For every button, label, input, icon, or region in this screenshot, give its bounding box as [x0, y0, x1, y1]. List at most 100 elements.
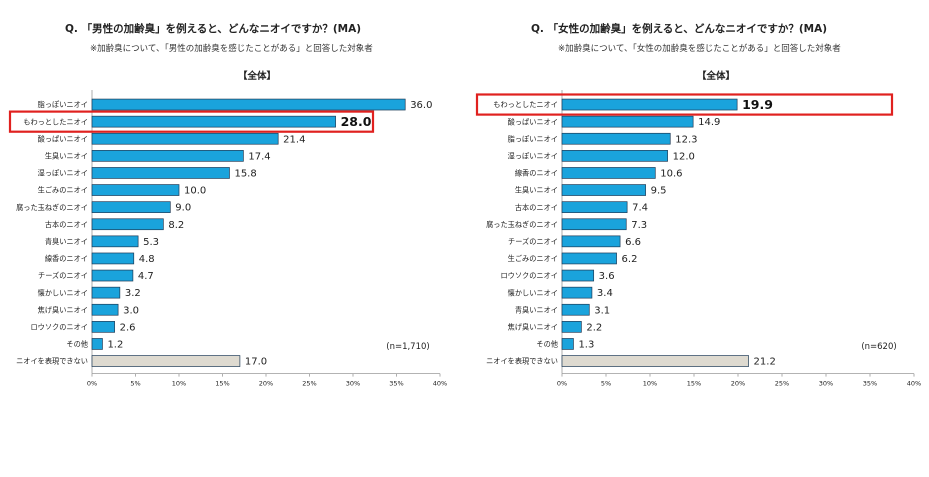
chart-subtitle: ※加齢臭について、「女性の加齢臭を感じたことがある」と回答した対象者 [558, 44, 841, 54]
bar [561, 321, 582, 333]
bar [561, 167, 656, 179]
category-label: もわっとしたニオイ [493, 100, 558, 109]
chart-subtitle: ※加齢臭について、「男性の加齢臭を感じたことがある」と回答した対象者 [90, 44, 373, 54]
category-label: 線香のニオイ [45, 254, 88, 263]
category-label: 青臭いニオイ [515, 305, 558, 314]
value-label: 2.2 [586, 322, 602, 333]
bar [91, 150, 244, 162]
chart-title: Q. 「女性の加齢臭」を例えると、どんなニオイですか？(MA) [531, 23, 828, 35]
x-tick-label: 0% [87, 380, 97, 388]
category-label: 酸っぱいニオイ [38, 134, 88, 143]
bar [91, 355, 241, 367]
category-label: その他 [66, 340, 88, 349]
x-tick-label: 15% [687, 380, 701, 388]
category-label: 生ごみのニオイ [38, 186, 88, 195]
x-tick-label: 35% [389, 380, 403, 388]
value-label: 6.2 [622, 254, 638, 265]
x-tick-label: 5% [601, 380, 611, 388]
bar [561, 355, 749, 367]
bar [561, 184, 646, 196]
category-label: 懐かしいニオイ [38, 288, 88, 297]
value-label: 36.0 [410, 100, 432, 111]
value-label: 17.4 [248, 151, 270, 162]
bar [91, 201, 171, 213]
bar [561, 218, 627, 231]
category-label: チーズのニオイ [508, 237, 558, 246]
category-label: ニオイを表現できない [16, 357, 88, 366]
bar [561, 115, 694, 128]
value-label: 10.0 [184, 186, 206, 197]
value-label: 15.8 [234, 168, 256, 179]
bar [561, 286, 593, 299]
x-tick-label: 40% [907, 380, 921, 388]
value-label: 17.0 [245, 357, 267, 368]
x-tick-label: 30% [819, 380, 833, 388]
category-label: 古本のニオイ [45, 220, 88, 229]
value-label: 1.3 [578, 339, 594, 350]
value-label: 4.7 [138, 271, 154, 282]
category-label: 湿っぽいニオイ [38, 169, 88, 178]
category-label: 古本のニオイ [515, 203, 558, 212]
bar [91, 269, 134, 282]
value-label: 21.2 [754, 357, 776, 368]
bar [561, 303, 590, 316]
x-tick-label: 30% [346, 380, 360, 388]
category-label: 線香のニオイ [515, 169, 558, 178]
value-label: 14.9 [698, 117, 720, 128]
category-label: 脂っぽいニオイ [38, 100, 88, 109]
value-label: 6.6 [625, 237, 641, 248]
value-label: 3.6 [599, 271, 615, 282]
bar [561, 132, 671, 145]
value-label: 3.4 [597, 288, 613, 299]
x-tick-label: 35% [863, 380, 877, 388]
bar-chart-female: もわっとしたニオイ 19.9 酸っぱいニオイ 14.9 脂っぽいニオイ 12.3 湿っぽいニ… [475, 90, 921, 388]
bar [561, 269, 595, 282]
value-label: 1.2 [107, 339, 123, 350]
value-label: 7.3 [631, 220, 647, 231]
bar [91, 321, 115, 333]
value-label: 7.4 [632, 203, 648, 214]
category-label: ロウソクのニオイ [30, 322, 88, 331]
highlight-box [475, 93, 894, 116]
category-label: 生ごみのニオイ [508, 254, 558, 263]
category-label: 青臭いニオイ [45, 237, 88, 246]
category-label: その他 [536, 340, 558, 349]
highlight-box [8, 110, 375, 133]
bar [91, 252, 135, 265]
sample-size-label: (n=1,710) [386, 342, 429, 352]
category-label: 湿っぽいニオイ [508, 151, 558, 160]
bar [561, 338, 574, 350]
category-label: チーズのニオイ [38, 271, 88, 280]
value-label: 5.3 [143, 237, 159, 248]
bar [561, 201, 628, 213]
bar [91, 235, 139, 248]
bar-chart-male: 脂っぽいニオイ 36.0 もわっとしたニオイ 28.0 酸っぱいニオイ 21.4 生臭いニオ… [8, 90, 447, 388]
bar [561, 252, 617, 265]
value-label: 21.4 [283, 134, 305, 145]
x-tick-label: 15% [215, 380, 229, 388]
x-tick-label: 20% [731, 380, 745, 388]
category-label: 生臭いニオイ [515, 186, 558, 195]
x-tick-label: 25% [302, 380, 316, 388]
value-label: 8.2 [168, 220, 184, 231]
sample-size-label: (n=620) [861, 342, 896, 352]
bar [91, 218, 164, 231]
category-label: 焦げ臭いニオイ [38, 305, 88, 314]
x-tick-label: 5% [130, 380, 140, 388]
group-label: 【全体】 [697, 71, 736, 82]
bar [91, 167, 230, 179]
category-label: 腐った玉ねぎのニオイ [486, 220, 558, 229]
category-label: 酸っぱいニオイ [508, 117, 558, 126]
value-label: 3.1 [594, 305, 610, 316]
bar [91, 98, 406, 111]
category-label: 生臭いニオイ [45, 151, 88, 160]
bar [91, 132, 279, 145]
value-label: 9.5 [651, 186, 667, 197]
bar [91, 184, 180, 196]
value-label: 3.2 [125, 288, 141, 299]
category-label: 腐った玉ねぎのニオイ [16, 203, 88, 212]
chart-title: Q. 「男性の加齢臭」を例えると、どんなニオイですか？(MA) [65, 23, 362, 35]
value-label: 12.0 [673, 151, 695, 162]
bar [91, 286, 121, 299]
bar [561, 150, 668, 162]
